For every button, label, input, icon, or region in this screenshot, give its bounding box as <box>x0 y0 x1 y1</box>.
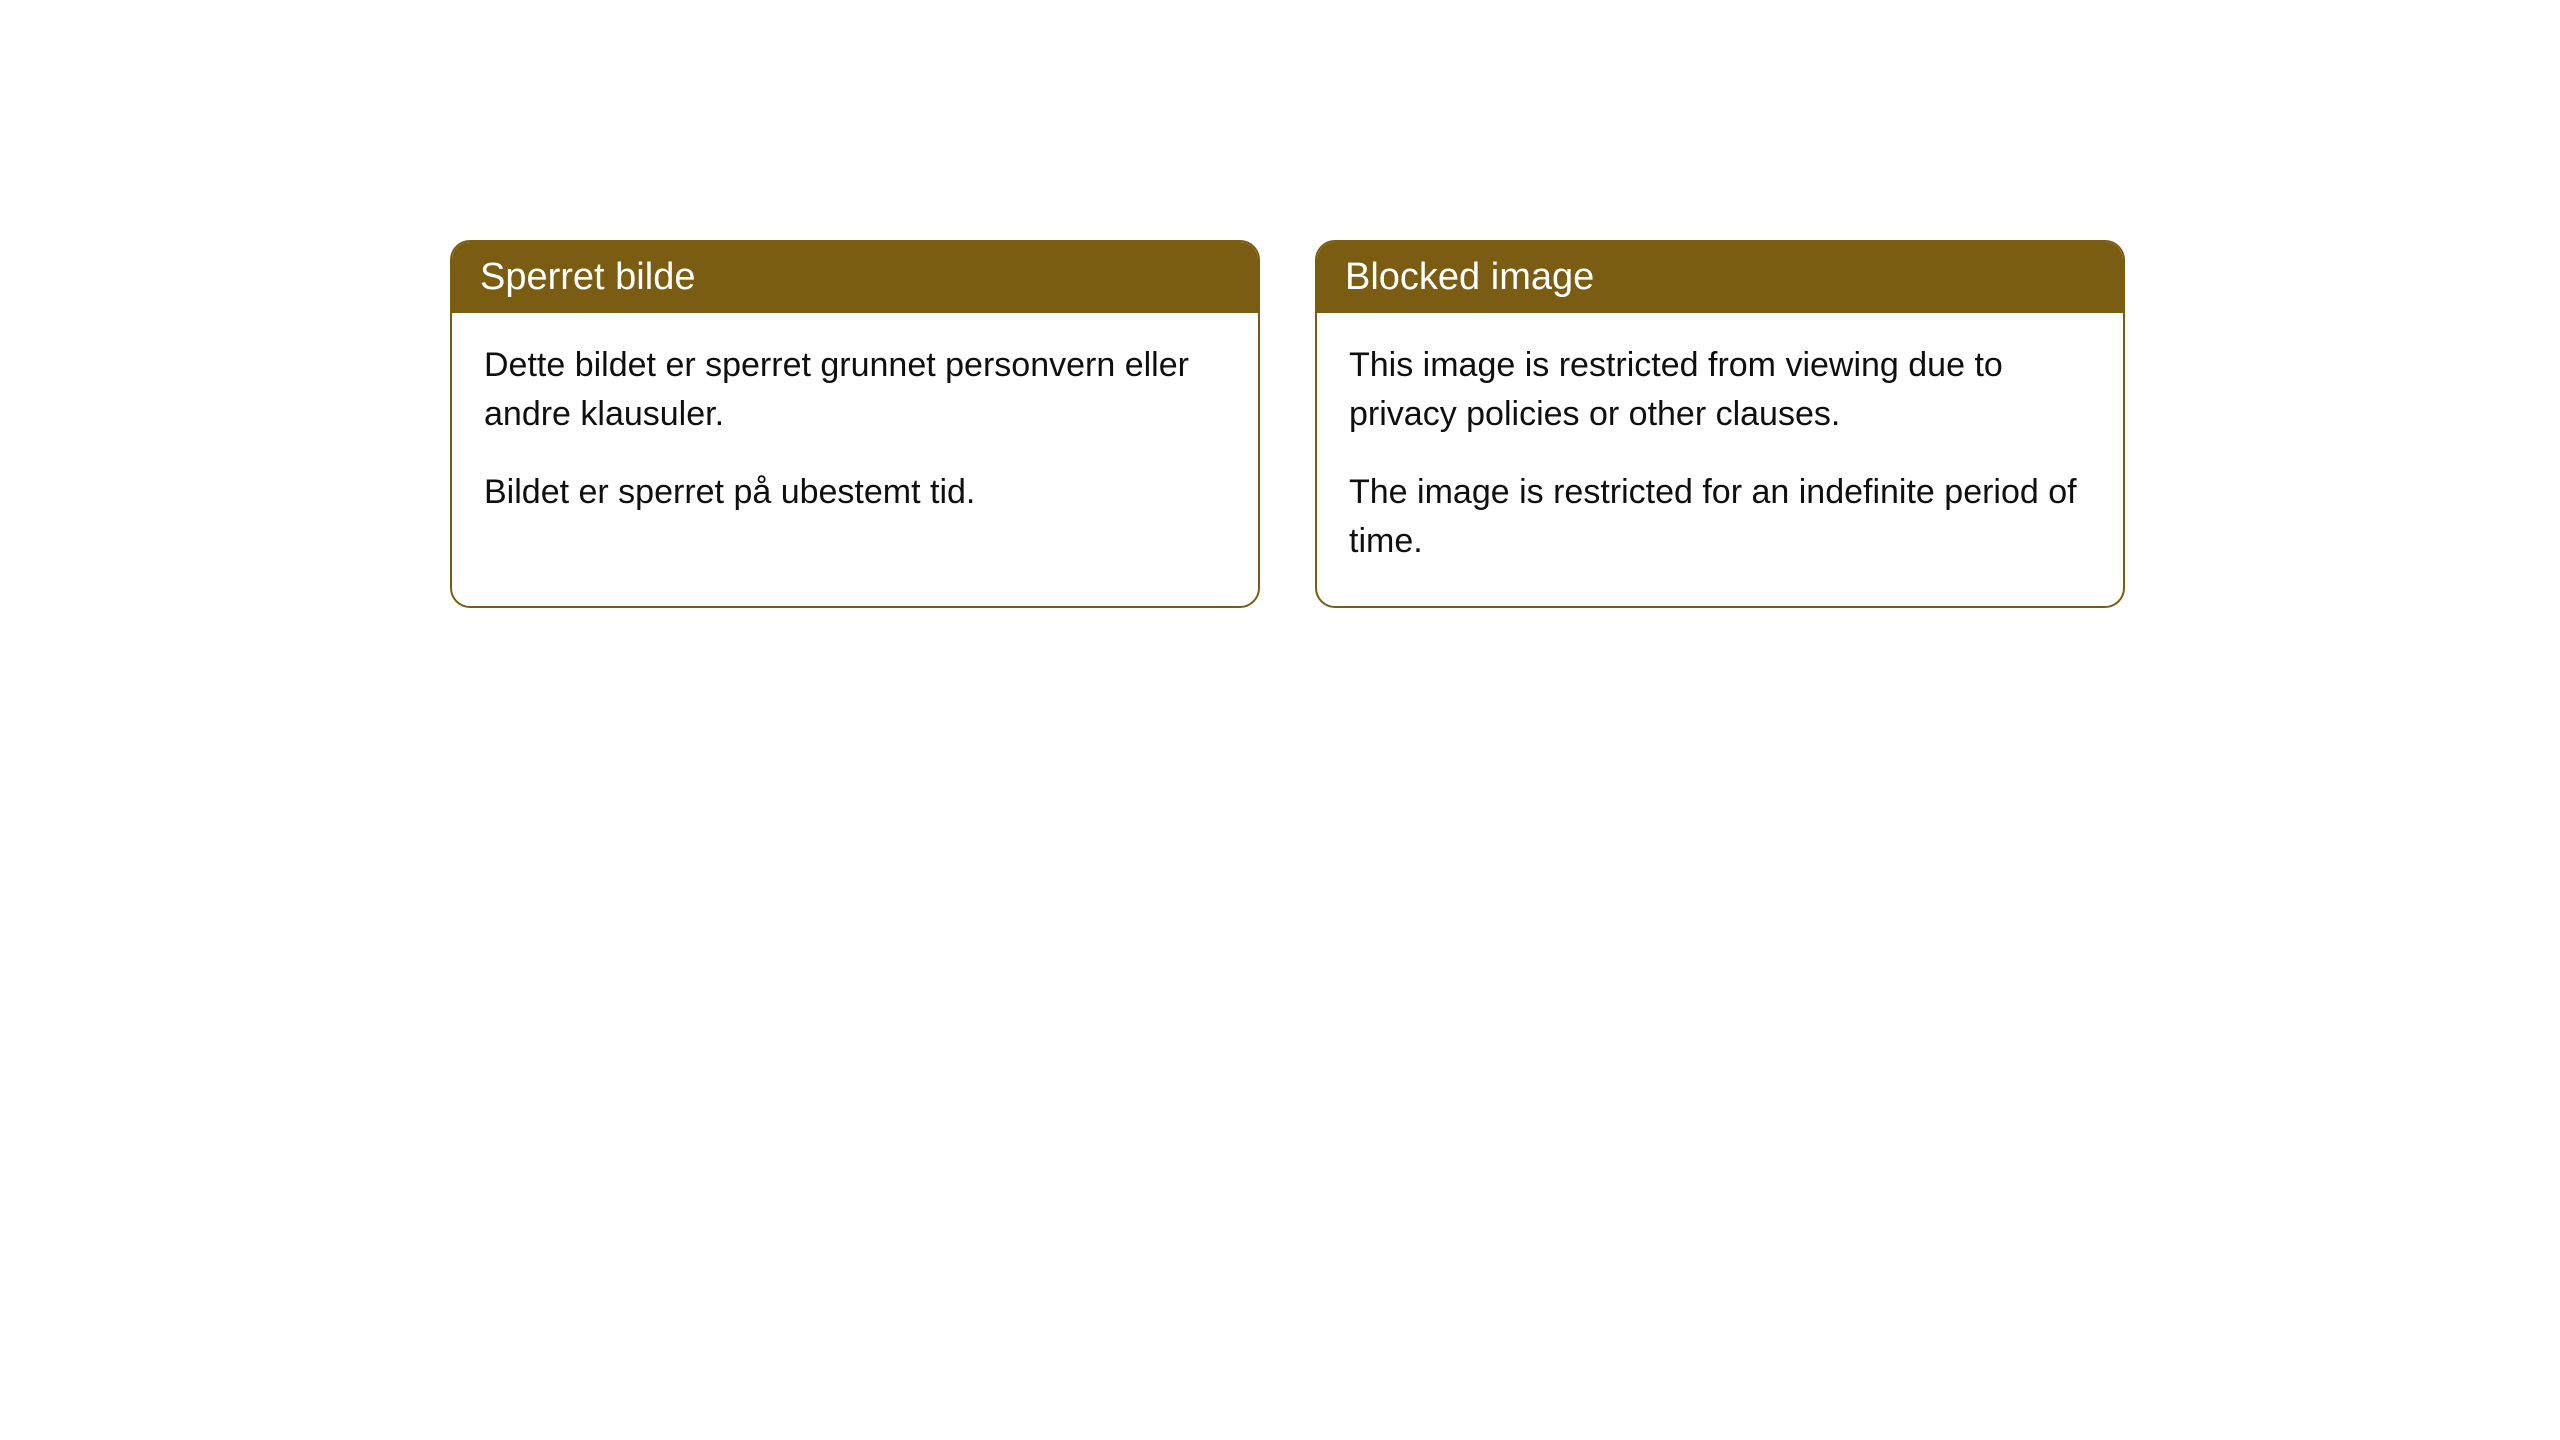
card-paragraph: The image is restricted for an indefinit… <box>1349 468 2091 567</box>
card-body: Dette bildet er sperret grunnet personve… <box>452 313 1258 557</box>
card-header: Blocked image <box>1317 242 2123 313</box>
notice-cards-container: Sperret bilde Dette bildet er sperret gr… <box>450 240 2125 608</box>
card-header: Sperret bilde <box>452 242 1258 313</box>
card-body: This image is restricted from viewing du… <box>1317 313 2123 606</box>
notice-card-norwegian: Sperret bilde Dette bildet er sperret gr… <box>450 240 1260 608</box>
card-paragraph: Bildet er sperret på ubestemt tid. <box>484 468 1226 517</box>
card-title: Sperret bilde <box>480 256 695 298</box>
card-paragraph: Dette bildet er sperret grunnet personve… <box>484 341 1226 440</box>
card-paragraph: This image is restricted from viewing du… <box>1349 341 2091 440</box>
notice-card-english: Blocked image This image is restricted f… <box>1315 240 2125 608</box>
card-title: Blocked image <box>1345 256 1594 298</box>
